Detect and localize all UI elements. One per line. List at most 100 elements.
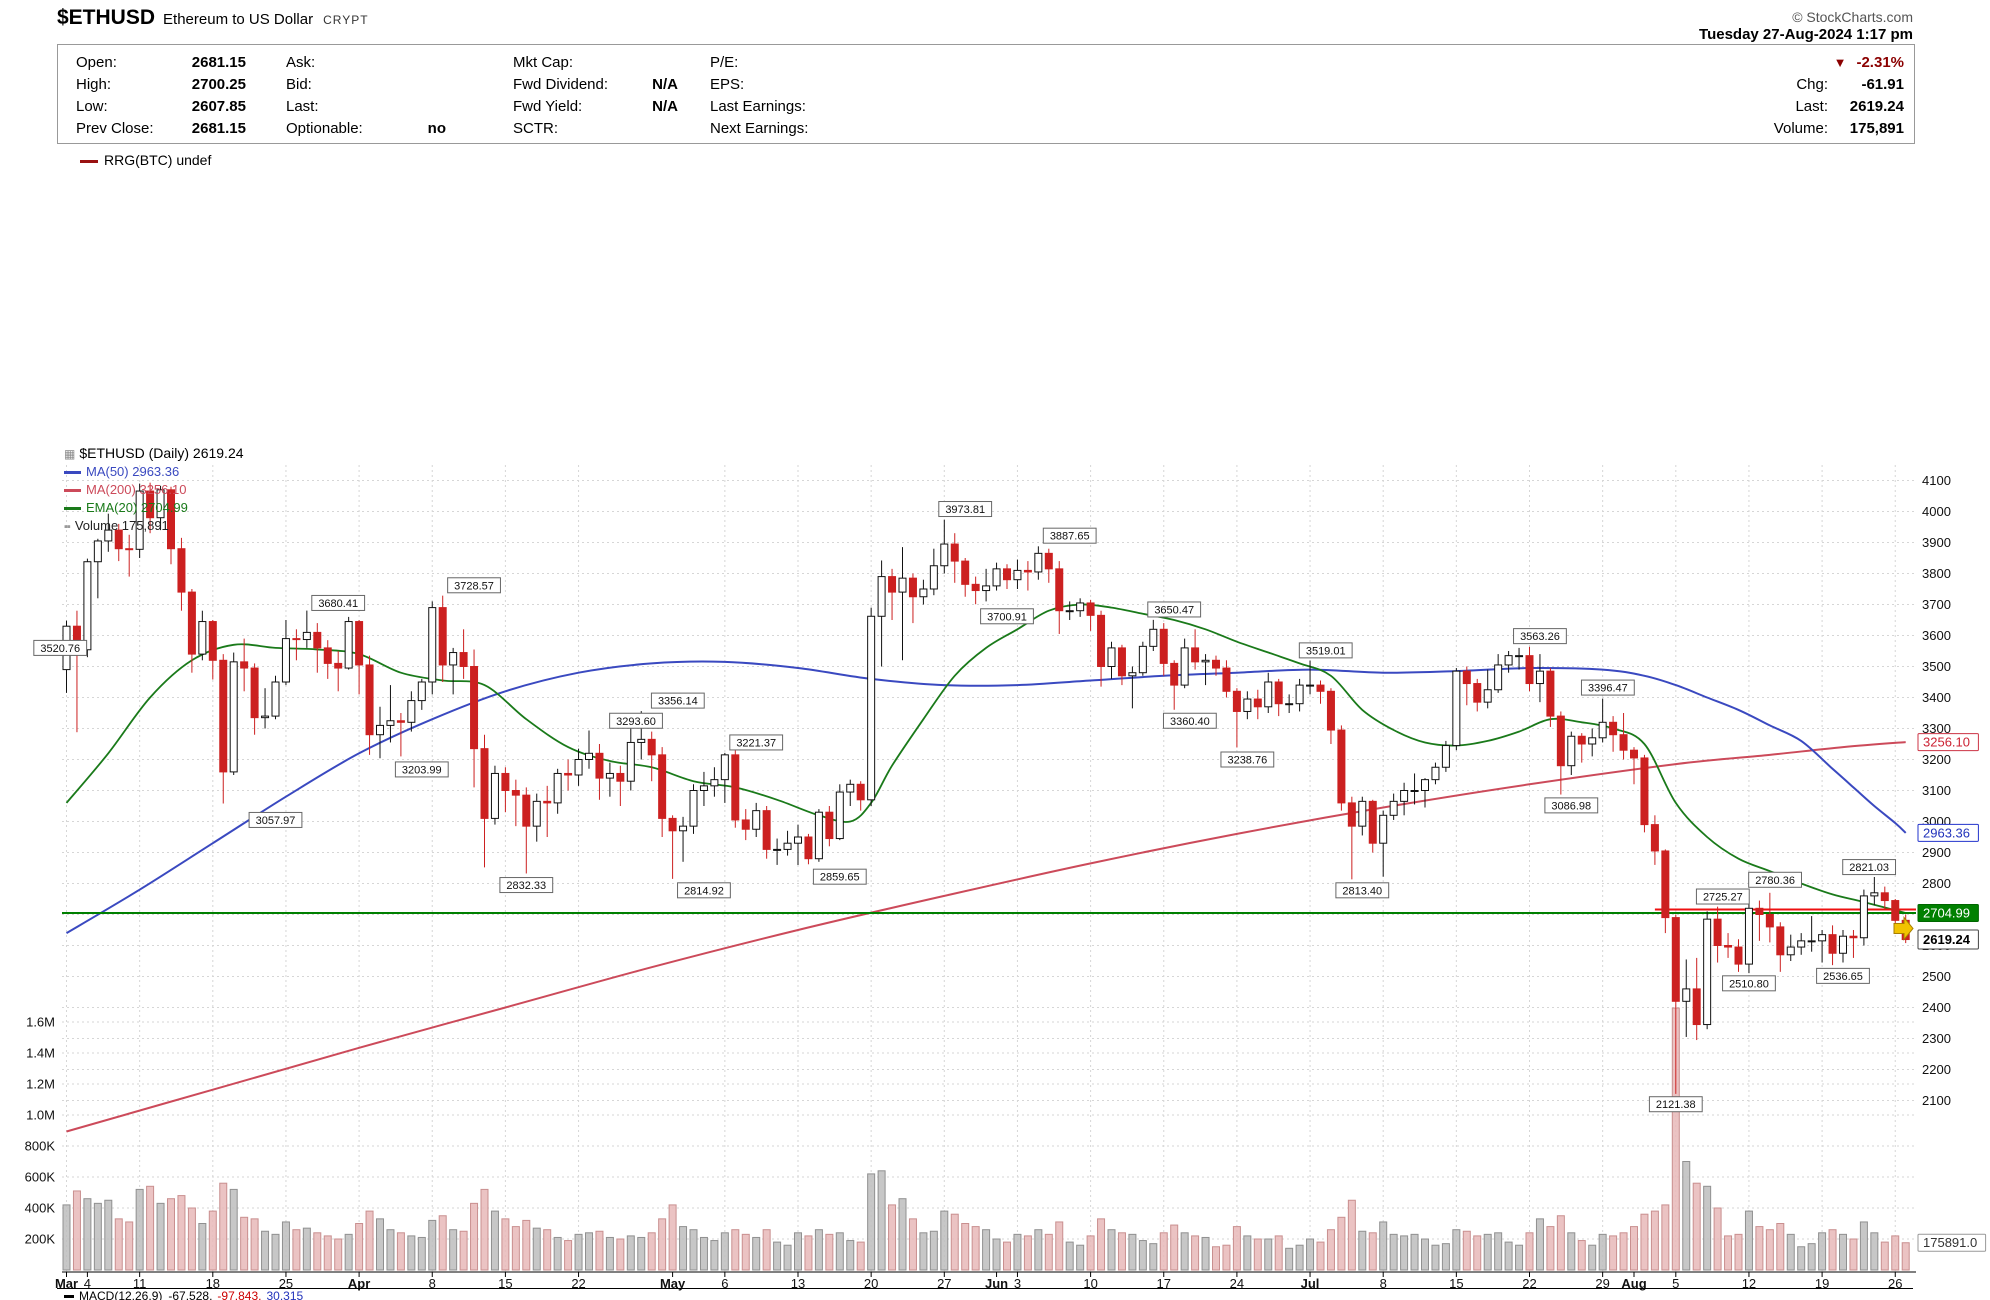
candle [1849, 935, 1858, 939]
copyright-link[interactable]: © StockCharts.com [1792, 9, 1913, 25]
quote-row-high: High: 2700.25 [76, 74, 246, 96]
volume-bar [1630, 1226, 1638, 1271]
last-earnings-value [840, 96, 880, 118]
volume-bar [1295, 1244, 1304, 1271]
candle [386, 720, 395, 726]
volume-bar [543, 1229, 552, 1271]
candle [1326, 690, 1335, 731]
ask-value [381, 52, 446, 74]
candle [1609, 721, 1618, 736]
candle [428, 607, 437, 683]
volume-bar [1358, 1230, 1367, 1271]
price-annotation-box [1816, 967, 1870, 984]
volume-bar [1577, 1240, 1586, 1271]
candle [961, 560, 970, 585]
candle [1650, 824, 1659, 852]
volume-bar [1755, 1226, 1764, 1271]
candle [1828, 934, 1837, 954]
volume-bar [1483, 1233, 1492, 1271]
volume-bar [355, 1223, 364, 1271]
volume-bar [1023, 1235, 1032, 1271]
volume-axis-label: 600K [25, 1170, 56, 1185]
price-annotation-box [677, 882, 731, 899]
candle [522, 794, 531, 827]
volume-axis-label: 1.0M [26, 1108, 55, 1123]
symbol: $ETHUSD [57, 6, 156, 29]
candle [104, 529, 113, 542]
axis-chip: 2963.36 [1923, 825, 1970, 840]
candle [794, 836, 802, 844]
high-value: 2700.25 [191, 76, 246, 93]
price-annotation-box [1220, 751, 1275, 768]
candle [637, 738, 646, 743]
candle [940, 543, 949, 567]
candle [992, 568, 1001, 587]
price-annotation: 2121.38 [1656, 1099, 1696, 1111]
volume-axis-label: 1.6M [26, 1015, 55, 1030]
volume-bar [1880, 1241, 1889, 1271]
volume-bar [950, 1213, 959, 1271]
macd-value: -67.528, [168, 1289, 213, 1300]
candle [1682, 988, 1691, 1002]
volume-bar [1191, 1235, 1200, 1271]
candle [83, 561, 92, 651]
axis-chip-box [1917, 823, 1979, 842]
volume-bar [1055, 1221, 1064, 1271]
price-annotation-box [729, 734, 784, 751]
ma50-swatch [64, 471, 81, 475]
price-annotation-box [980, 608, 1034, 625]
volume-bar [1159, 1232, 1168, 1271]
ma50-legend-row: MA(50) 2963.36 [64, 463, 244, 481]
candle [417, 681, 426, 702]
macd-hist-value: 30.315 [266, 1289, 304, 1300]
candle [240, 661, 249, 669]
candle [1880, 892, 1889, 902]
volume-bar [1535, 1218, 1544, 1271]
candle [449, 652, 458, 666]
volume-bar [919, 1232, 928, 1271]
price-annotation: 3728.57 [454, 580, 494, 592]
quote-row-open: Open: 2681.15 [76, 52, 246, 74]
candle [1253, 698, 1262, 708]
axis-chip: 3256.10 [1923, 735, 1970, 750]
volume-bar [1149, 1243, 1158, 1271]
volume-bar [1400, 1235, 1409, 1271]
price-annotation-box [938, 501, 993, 518]
volume-bar [898, 1198, 907, 1271]
candle [407, 700, 416, 723]
volume-bar [177, 1195, 186, 1271]
volume-bar [1567, 1232, 1576, 1271]
price-annotation: 3238.76 [1227, 755, 1267, 767]
candle [699, 785, 708, 791]
volume-bar [261, 1230, 270, 1271]
volume-bar [449, 1229, 458, 1271]
volume-bar [1744, 1210, 1753, 1271]
candle [1400, 790, 1409, 802]
candle [929, 565, 938, 590]
symbol-name: Ethereum to US Dollar [163, 11, 314, 28]
x-axis-label: Mar [55, 1276, 78, 1291]
quote-row-pe: P/E: [710, 52, 880, 74]
volume-bar [229, 1188, 238, 1271]
candle [574, 759, 583, 776]
price-annotation-box [1298, 642, 1353, 659]
volume-legend-row: ▪▪ Volume 175,891 [64, 517, 244, 536]
candle [1525, 655, 1534, 685]
volume-bar [313, 1232, 322, 1271]
volume-bar [762, 1229, 771, 1271]
candle [93, 540, 102, 563]
candle [553, 772, 562, 804]
fwd-yield-value: N/A [652, 98, 678, 115]
quote-panel: Open: 2681.15 High: 2700.25 Low: 2607.85 Pr… [57, 44, 1915, 144]
candle [198, 621, 207, 655]
candle [167, 489, 175, 550]
open-value: 2681.15 [191, 54, 246, 71]
volume-bar [1556, 1215, 1565, 1271]
x-axis-label: 27 [937, 1276, 951, 1291]
candle [1744, 907, 1753, 965]
candle [1786, 946, 1795, 956]
candle [1306, 684, 1315, 687]
candle [1358, 800, 1367, 827]
candle [1724, 945, 1733, 948]
